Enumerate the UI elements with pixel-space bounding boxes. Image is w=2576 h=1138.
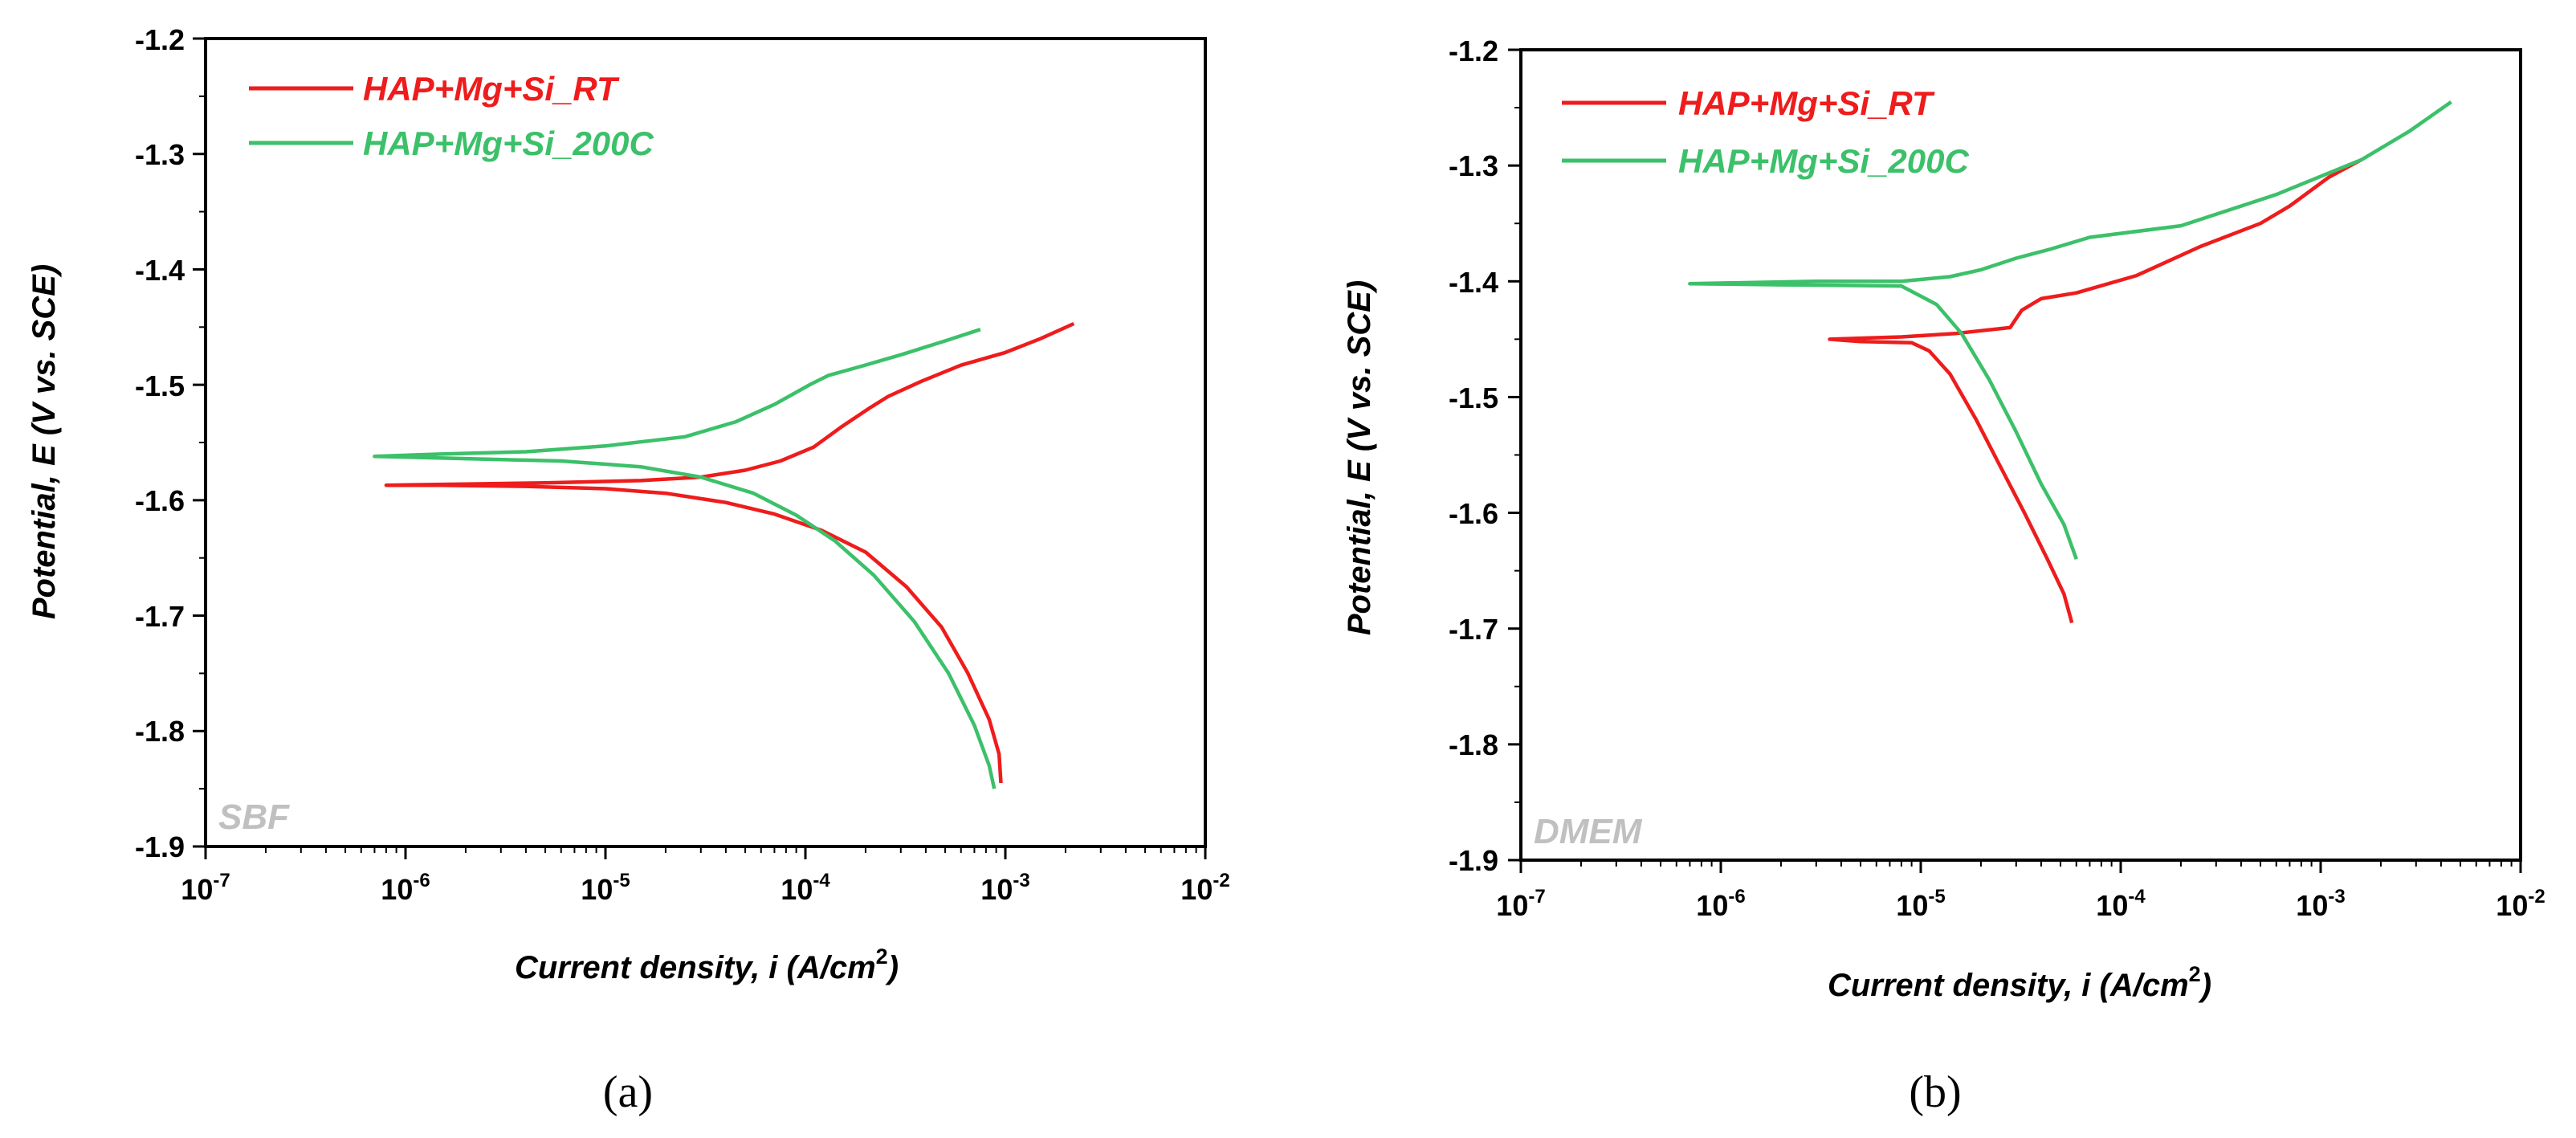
x-tick-label: 10-3 (980, 870, 1029, 906)
y-tick-label: -1.3 (1449, 149, 1498, 182)
plot-frame (1519, 48, 2522, 862)
x-axis-title: Current density, i (A/cm2) (515, 944, 899, 985)
x-tick-label: 10-2 (1180, 870, 1229, 906)
legend-label-200c: HAP+Mg+Si_200C (363, 124, 654, 162)
x-tick-label: 10-7 (1496, 886, 1545, 922)
series-line-hap-mg-si-200c (1688, 100, 2452, 560)
series-line-hap-mg-si-rt (384, 321, 1075, 784)
x-tick-label: 10-4 (781, 870, 830, 906)
medium-label: DMEM (1534, 812, 1643, 851)
series-line-hap-mg-si-rt (1828, 157, 2362, 624)
y-tick-label: -1.7 (135, 600, 185, 633)
x-tick-label: 10-7 (181, 870, 230, 906)
y-tick-labels: -1.9 -1.8 -1.7 -1.6 -1.5 -1.4 -1.3 -1.2 (1449, 35, 1498, 877)
x-tick-label: 10-6 (1696, 886, 1745, 922)
y-tick-label: -1.4 (1449, 266, 1498, 299)
panel-caption: (b) (1909, 1067, 1961, 1117)
x-tick-label: 10-2 (2496, 886, 2545, 922)
plot-frame (204, 37, 1207, 848)
data-series (373, 321, 1075, 789)
y-tick-label: -1.8 (135, 715, 185, 748)
y-tick-label: -1.7 (1449, 613, 1498, 646)
axis-ticks (1508, 48, 2522, 873)
y-tick-label: -1.5 (1449, 381, 1498, 414)
y-tick-label: -1.2 (135, 23, 185, 56)
y-tick-label: -1.4 (135, 254, 185, 287)
x-axis-title: Current density, i (A/cm2) (1828, 962, 2211, 1003)
x-tick-label: 10-3 (2296, 886, 2345, 922)
legend: HAP+Mg+Si_RT HAP+Mg+Si_200C (1562, 84, 1969, 180)
medium-label: SBF (218, 797, 290, 837)
data-series (1688, 100, 2452, 624)
series-line-hap-mg-si-200c (373, 328, 997, 789)
y-tick-label: -1.6 (135, 484, 185, 517)
y-tick-label: -1.2 (1449, 35, 1498, 67)
y-tick-label: -1.8 (1449, 728, 1498, 761)
y-tick-labels: -1.9 -1.8 -1.7 -1.6 -1.5 -1.4 -1.3 -1.2 (135, 23, 185, 863)
x-tick-label: 10-6 (381, 870, 430, 906)
panel-b: -1.9 -1.8 -1.7 -1.6 -1.5 -1.4 -1.3 -1.2 … (1342, 35, 2545, 1117)
x-tick-labels: 10-7 10-6 10-5 10-4 10-3 10-2 (1496, 886, 2545, 922)
y-tick-label: -1.6 (1449, 497, 1498, 530)
x-tick-label: 10-4 (2096, 886, 2146, 922)
x-tick-labels: 10-7 10-6 10-5 10-4 10-3 10-2 (181, 870, 1229, 906)
legend-label-rt: HAP+Mg+Si_RT (363, 70, 620, 108)
y-axis-title: Potential, E (V vs. SCE) (1342, 280, 1377, 635)
y-tick-label: -1.3 (135, 138, 185, 171)
panel-a: -1.9 -1.8 -1.7 -1.6 -1.5 -1.4 -1.3 -1.2 … (26, 23, 1230, 1117)
axis-ticks (193, 37, 1207, 859)
legend-label-200c: HAP+Mg+Si_200C (1678, 142, 1969, 180)
legend: HAP+Mg+Si_RT HAP+Mg+Si_200C (249, 70, 654, 162)
x-tick-label: 10-5 (581, 870, 630, 906)
x-tick-label: 10-5 (1896, 886, 1945, 922)
y-tick-label: -1.9 (135, 830, 185, 863)
y-tick-label: -1.5 (135, 369, 185, 402)
legend-label-rt: HAP+Mg+Si_RT (1678, 84, 1935, 122)
y-tick-label: -1.9 (1449, 844, 1498, 877)
panel-caption: (a) (603, 1067, 653, 1117)
y-axis-title: Potential, E (V vs. SCE) (26, 264, 62, 619)
